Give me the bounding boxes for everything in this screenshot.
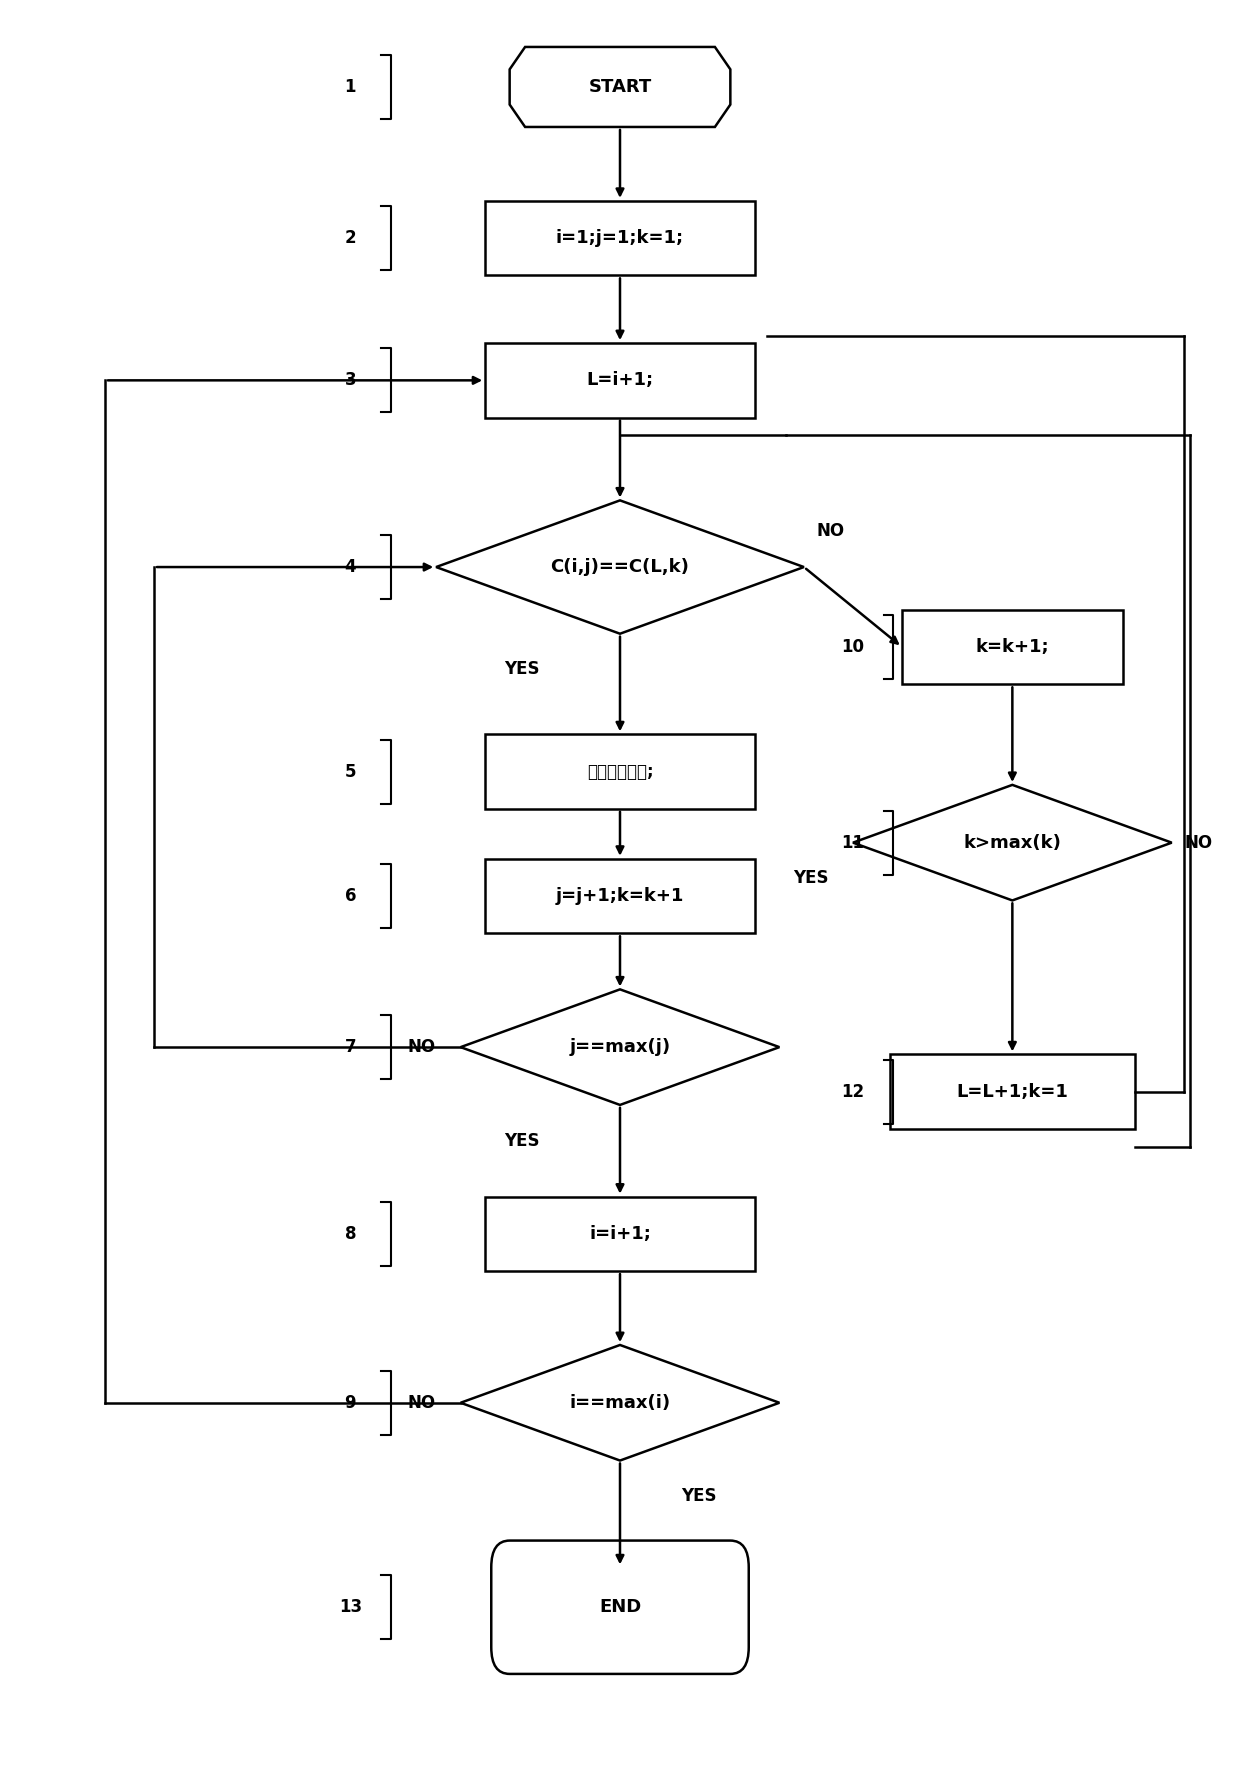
Text: YES: YES [505,1131,539,1150]
Text: 9: 9 [345,1394,356,1412]
Text: k>max(k): k>max(k) [963,833,1061,851]
Text: j==max(j): j==max(j) [569,1038,671,1055]
Text: 6: 6 [345,887,356,905]
Text: k=k+1;: k=k+1; [976,638,1049,656]
Text: i==max(i): i==max(i) [569,1394,671,1412]
Text: YES: YES [681,1487,717,1505]
Text: 1: 1 [345,79,356,97]
Text: NO: NO [408,1394,436,1412]
Text: 4: 4 [345,557,356,575]
Text: NO: NO [816,523,844,541]
Text: i=i+1;: i=i+1; [589,1226,651,1244]
Text: L=L+1;k=1: L=L+1;k=1 [956,1082,1069,1100]
Text: 12: 12 [842,1082,864,1100]
Text: 地层层底连线;: 地层层底连线; [587,763,653,781]
Text: YES: YES [505,661,539,679]
Text: 2: 2 [345,229,356,247]
Text: YES: YES [792,869,828,887]
Text: 13: 13 [339,1598,362,1616]
Text: i=1;j=1;k=1;: i=1;j=1;k=1; [556,229,684,247]
Text: END: END [599,1598,641,1616]
Text: 7: 7 [345,1038,356,1055]
Text: 5: 5 [345,763,356,781]
Text: 11: 11 [842,833,864,851]
Text: START: START [588,79,652,97]
Text: 8: 8 [345,1226,356,1244]
Text: j=j+1;k=k+1: j=j+1;k=k+1 [556,887,684,905]
Text: NO: NO [408,1038,436,1055]
Text: C(i,j)==C(L,k): C(i,j)==C(L,k) [551,557,689,575]
Text: L=i+1;: L=i+1; [587,371,653,389]
Text: 3: 3 [345,371,356,389]
Text: 10: 10 [842,638,864,656]
Text: NO: NO [1184,833,1213,851]
